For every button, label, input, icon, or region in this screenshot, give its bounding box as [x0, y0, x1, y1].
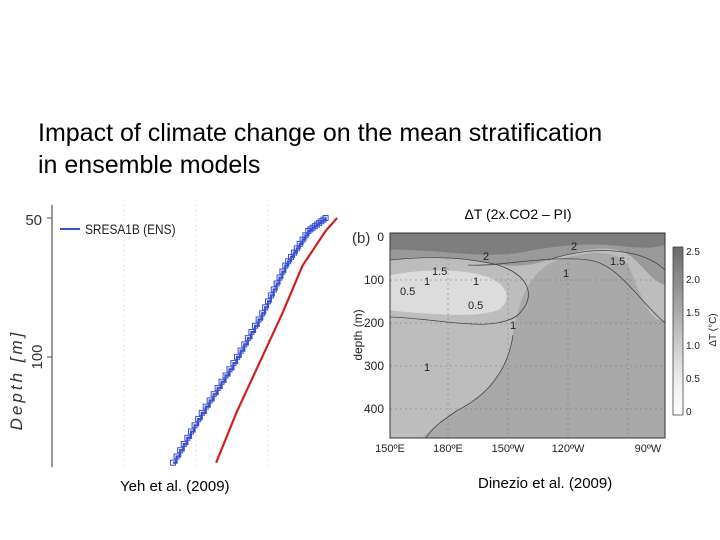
y-tick-label-50: 50: [25, 212, 42, 229]
legend-label: SRESA1B (ENS): [85, 221, 176, 237]
contour-label-1c: 1: [563, 268, 569, 280]
left-grid: [123, 205, 269, 467]
blue-marker-27: [267, 292, 274, 299]
blue-marker-30: [276, 274, 283, 281]
contour-frame: [389, 232, 666, 439]
blue-marker-20: [244, 335, 251, 342]
blue-marker-10: [206, 397, 213, 404]
depth-tick-200: 200: [364, 316, 384, 330]
contour-label-1b: 1: [473, 276, 479, 288]
contour-label-1a: 1: [424, 276, 430, 288]
blue-marker-31: [279, 268, 286, 275]
depth-tick-300: 300: [364, 359, 384, 373]
contour-band-2-0: [390, 233, 665, 255]
blue-marker-11: [210, 391, 217, 398]
cbar-tick-2-5: 2.5: [686, 247, 700, 258]
colorbar: [672, 246, 684, 416]
lon-tick-150w: 150ºW: [492, 443, 525, 455]
contour-line-b: [425, 334, 514, 438]
cbar-tick-0: 0: [686, 407, 692, 418]
lon-tick-90w: 90ºW: [635, 443, 662, 455]
contour-grid: [390, 233, 665, 438]
title-line-1: Impact of climate change on the mean str…: [38, 119, 603, 147]
blue-marker-3: [180, 440, 187, 447]
blue-marker-12: [214, 384, 221, 391]
blue-marker-29: [273, 280, 280, 287]
blue-marker-22: [252, 322, 259, 329]
blue-marker-26: [265, 298, 271, 305]
contour-band-lowest: [390, 270, 507, 315]
blue-marker-24: [259, 310, 266, 317]
contour-x-ticks: 150ºE 180ºE 150ºW 120ºW 90ºW: [375, 443, 662, 455]
contour-band-mid: [390, 257, 529, 325]
blue-marker-9: [202, 403, 209, 410]
caption-left: Yeh et al. (2009): [120, 478, 230, 495]
blue-marker-16: [230, 360, 237, 367]
caption-right: Dinezio et al. (2009): [478, 475, 613, 492]
contour-labels: 2 2 1.5 1.5 1 1 1 0.5 0.5 1 1: [400, 241, 625, 374]
blue-marker-48: [322, 215, 329, 221]
contour-title: ΔT (2x.CO2 – PI): [464, 206, 571, 222]
panel-label: (b): [352, 230, 370, 247]
colorbar-label: ΔT (°C): [708, 313, 719, 346]
lon-tick-120w: 120ºW: [552, 443, 585, 455]
blue-series-markers: [169, 215, 329, 466]
blue-marker-5: [187, 428, 194, 435]
red-series-line: [215, 217, 338, 464]
contour-label-0-5a: 0.5: [400, 286, 415, 298]
cbar-tick-2-0: 2.0: [686, 275, 700, 286]
stratification-line-chart: 50 100 Depth [m] SRESA1B (ENS): [7, 205, 338, 467]
cbar-tick-0-5: 0.5: [686, 374, 700, 385]
contour-y-ticks: 0 100 200 300 400: [364, 230, 384, 416]
blue-marker-0: [169, 459, 176, 466]
blue-marker-17: [234, 353, 241, 360]
cbar-tick-1-5: 1.5: [686, 308, 700, 319]
blue-marker-25: [262, 304, 269, 311]
contour-field: [390, 233, 665, 438]
depth-tick-400: 400: [364, 402, 384, 416]
contour-line-a: [467, 258, 665, 324]
contour-y-label: depth (m): [351, 309, 365, 360]
blue-marker-7: [195, 416, 202, 423]
blue-marker-2: [177, 447, 184, 454]
contour-label-1e: 1: [424, 362, 430, 374]
blue-marker-13: [218, 378, 225, 385]
blue-marker-1: [173, 453, 180, 460]
colorbar-ticks: 0 0.5 1.0 1.5 2.0 2.5: [686, 247, 700, 418]
contour-label-2b: 2: [571, 241, 577, 253]
cbar-tick-1-0: 1.0: [686, 341, 700, 352]
blue-marker-18: [237, 347, 244, 354]
blue-marker-21: [248, 328, 255, 335]
blue-marker-4: [184, 434, 191, 441]
contour-line-c: [547, 250, 665, 271]
lon-tick-180e: 180ºE: [433, 443, 463, 455]
lon-tick-150e: 150ºE: [375, 443, 405, 455]
contour-label-1-5a: 1.5: [432, 266, 447, 278]
contour-label-0-5b: 0.5: [468, 300, 483, 312]
blue-marker-6: [191, 422, 198, 429]
title-line-2: in ensemble models: [38, 151, 261, 179]
slide-title: Impact of climate change on the mean str…: [38, 117, 698, 181]
blue-marker-19: [241, 341, 248, 348]
y-axis-label: Depth [m]: [7, 330, 26, 431]
contour-label-2a: 2: [483, 251, 489, 263]
temperature-contour-chart: ΔT (2x.CO2 – PI) (b) 2 2 1.5 1.5 1 1 1 0…: [351, 206, 719, 455]
blue-marker-14: [222, 372, 229, 379]
y-tick-label-100: 100: [29, 344, 46, 369]
blue-marker-28: [270, 286, 277, 293]
contour-label-1-5b: 1.5: [610, 256, 625, 268]
blue-marker-23: [255, 316, 262, 323]
blue-marker-8: [198, 409, 205, 416]
depth-tick-0: 0: [377, 230, 384, 244]
blue-marker-15: [226, 366, 233, 373]
contour-label-1d: 1: [510, 320, 516, 332]
depth-tick-100: 100: [364, 273, 384, 287]
